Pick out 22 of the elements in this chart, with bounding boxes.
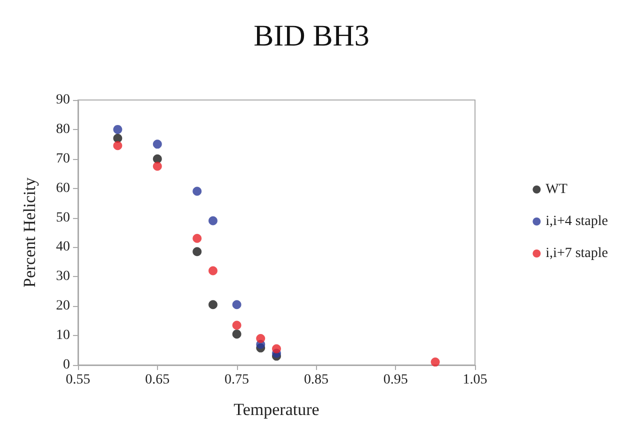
x-tick-label: 0.75 xyxy=(224,372,250,388)
x-tick-label: 0.65 xyxy=(145,372,170,388)
y-tick-label: 20 xyxy=(56,298,70,314)
legend-label: i,i+4 staple xyxy=(546,214,608,229)
y-tick-label: 40 xyxy=(56,240,70,255)
x-tick-label: 0.55 xyxy=(66,372,90,388)
y-tick-label: 60 xyxy=(56,180,70,196)
x-axis-title: Temperature xyxy=(234,400,320,419)
y-tick-label: 70 xyxy=(56,151,70,166)
y-tick-label: 10 xyxy=(56,328,70,344)
y-axis-title: Percent Helicity xyxy=(20,177,39,288)
x-tick-label: 1.05 xyxy=(462,372,488,388)
y-tick-label: 50 xyxy=(56,210,70,226)
legend-label: i,i+7 staple xyxy=(546,246,608,261)
y-tick-label: 30 xyxy=(56,269,70,284)
legend-label: WT xyxy=(546,182,568,197)
x-tick-label: 0.95 xyxy=(383,372,408,388)
x-tick-label: 0.85 xyxy=(304,372,328,388)
y-tick-label: 80 xyxy=(56,122,70,137)
chart-title: BID BH3 xyxy=(254,20,370,52)
y-tick-label: 90 xyxy=(56,92,70,108)
y-tick-label: 0 xyxy=(63,358,70,372)
